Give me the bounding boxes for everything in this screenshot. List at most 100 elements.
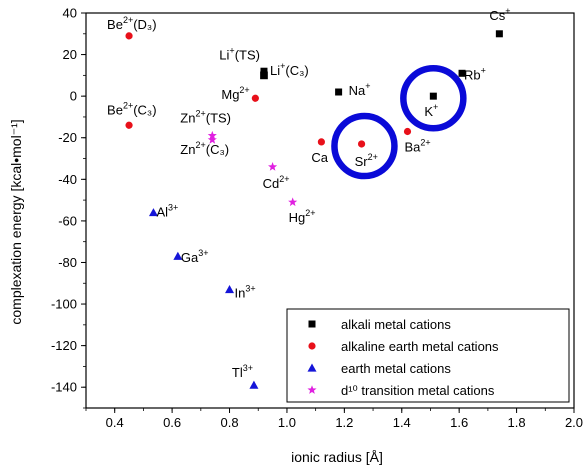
point-label-element: Sr [355,154,369,169]
x-tick-label: 1.2 [335,415,353,430]
plot-border [85,12,575,409]
point-label-element: K [424,104,433,119]
y-tick-label: -100 [51,297,77,312]
legend-marker [308,320,316,328]
data-point [125,121,133,129]
y-tick-label: -60 [58,213,77,228]
point-label: Be2+(D₃) [107,15,157,32]
point-label-charge: 2+ [239,85,249,95]
point-label-charge: 2+ [305,208,315,218]
point-label-charge: + [481,65,486,75]
data-point [148,208,158,217]
data-point [173,251,183,260]
point-label-suffix: (D₃) [133,17,156,32]
data-point [429,92,437,100]
point-label: In3+ [235,284,256,301]
point-label-charge: 3+ [198,248,208,258]
point-label-charge: 3+ [168,203,178,213]
point-label-charge: + [505,6,510,16]
legend-marker [307,363,317,372]
point-label-suffix: (TS) [235,47,260,62]
x-axis: 0.4 0.6 0.8 1.0 1.2 1.4 1.6 1.8 2.0 [85,408,583,430]
point-label-element: Cd [263,176,280,191]
point-label: Tl3+ [232,363,253,380]
point-label: Ca [311,150,328,165]
point-label-charge: + [433,102,438,112]
data-point [317,138,325,146]
legend-box [286,308,570,403]
point-label: Ba2+ [405,138,431,155]
point-label: Na+ [349,81,371,98]
point-label-suffix: (C₃) [285,63,308,78]
y-tick-label: -20 [58,130,77,145]
point-label: Be2+(C₃) [107,100,157,117]
point-label-element: Be [107,17,123,32]
data-points [125,30,503,389]
data-point [225,285,235,294]
legend: alkali metal cations alkaline earth metal… [286,308,570,403]
point-label: Cd2+ [263,174,290,191]
data-point [260,67,268,75]
x-tick-label: 0.8 [220,415,238,430]
y-tick-label: -120 [51,338,77,353]
point-label-element: In [235,286,246,301]
point-label-charge: 2+ [195,109,205,119]
point-label-element: Zn [180,111,195,126]
point-label-suffix: (C₃) [133,102,156,117]
point-label-element: Zn [180,142,195,157]
point-label-charge: 2+ [279,174,289,184]
legend-marker [308,342,316,350]
x-tick-label: 1.0 [278,415,296,430]
x-tick-label: 0.6 [163,415,181,430]
legend-marker [307,385,317,394]
x-tick-label: 0.4 [106,415,124,430]
y-tick-label: -40 [58,172,77,187]
point-label: K+ [424,102,438,119]
point-label-suffix: (TS) [206,111,231,126]
point-label-element: Ca [311,150,328,165]
point-label-element: Ba [405,140,422,155]
plot-area [85,12,575,409]
data-point [251,94,259,102]
point-label-element: Hg [289,210,306,225]
point-label-charge: 2+ [123,100,133,110]
point-label-element: Rb [464,67,481,82]
data-point [260,71,268,80]
data-point [288,197,298,207]
point-label: Zn2+(C₃) [180,140,229,157]
point-label-element: Na [349,83,366,98]
point-label-element: Ga [181,250,199,265]
data-point [403,127,412,136]
point-label-element: Mg [221,87,239,102]
point-label-charge: + [229,45,234,55]
y-tick-label: 40 [63,6,77,21]
point-label: Al3+ [156,203,178,220]
point-label-element: Li [270,63,280,78]
highlight-circle [400,64,467,132]
y-tick-label: -140 [51,380,77,395]
data-point [268,162,278,171]
legend-entry: alkali metal cations [341,317,451,332]
point-label-element: Be [107,102,123,117]
point-label: Ga3+ [181,248,209,265]
data-point [495,30,503,38]
x-tick-label: 1.8 [508,415,526,430]
point-label-charge: + [365,81,370,91]
legend-entry: earth metal cations [341,361,451,376]
point-label-charge: 3+ [245,284,255,294]
legend-entry: alkaline earth metal cations [341,339,499,354]
point-label-element: Cs [489,8,505,23]
y-axis-label: complexation energy [kcal•mol⁻¹] [8,119,24,324]
point-labels: Li+(TS)Li+(C₃)Na+K+Rb+Cs+Be2+(D₃)Be2+(C₃… [107,6,510,380]
y-tick-label: -80 [58,255,77,270]
point-label: Sr2+ [355,152,378,169]
point-label: Li+(C₃) [270,61,309,78]
point-label: Hg2+ [289,208,316,225]
x-tick-label: 2.0 [565,415,583,430]
x-axis-label: ionic radius [Å] [291,449,383,465]
x-tick-label: 1.4 [393,415,411,430]
data-point [249,380,259,389]
point-label-charge: 2+ [123,15,133,25]
highlight-circle [331,112,398,180]
